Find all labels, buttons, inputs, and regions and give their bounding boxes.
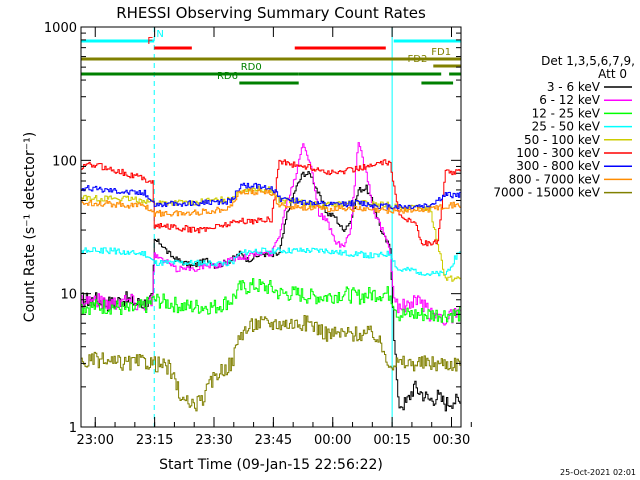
flag-label-fd1: FD1	[431, 47, 451, 58]
x-axis-label: Start Time (09-Jan-15 22:56:22)	[159, 457, 383, 473]
series-line-300-800-kev	[81, 182, 462, 210]
y-tick-label: 1	[69, 421, 77, 436]
flag-label-rd0: RD0	[241, 62, 262, 73]
legend-label-3-6-kev: 3 - 6 keV	[547, 80, 601, 94]
flag-label-n: N	[156, 29, 163, 40]
legend-label-50-100-kev: 50 - 100 keV	[524, 133, 601, 147]
legend-label-100-300-kev: 100 - 300 keV	[516, 146, 600, 160]
x-tick-label: 23:45	[255, 433, 292, 448]
series-line-100-300-kev	[81, 159, 462, 247]
x-tick-label: 00:00	[314, 433, 351, 448]
legend-label-12-25-kev: 12 - 25 keV	[532, 106, 601, 120]
series-line-25-50-kev	[81, 247, 462, 277]
legend-label-800-7000-kev: 800 - 7000 keV	[509, 172, 601, 186]
x-tick-label: 23:15	[136, 433, 173, 448]
y-tick-label: 100	[52, 154, 77, 169]
series-line-6-12-kev	[81, 142, 462, 326]
x-tick-label: 00:30	[433, 433, 470, 448]
series-lines	[81, 142, 462, 412]
legend-label-7000-15000-kev: 7000 - 15000 keV	[493, 186, 600, 200]
y-tick-label: 1000	[44, 21, 77, 36]
footer-timestamp: 25-Oct-2021 02:01	[560, 468, 636, 477]
legend-label-300-800-kev: 300 - 800 keV	[516, 159, 600, 173]
y-axis-label: Count Rate (s⁻¹ detector⁻¹)	[22, 132, 38, 322]
legend-header-line-1: Det 1,3,5,6,7,9,	[541, 54, 635, 68]
legend-header-line-2: Att 0	[598, 67, 627, 81]
x-tick-label: 00:15	[373, 433, 410, 448]
series-line-800-7000-kev	[81, 188, 462, 217]
y-tick-label: 10	[60, 288, 77, 303]
series-line-12-25-kev	[81, 278, 462, 323]
series-line-7000-15000-kev	[81, 315, 462, 412]
axes: 1 10 100 1000 23:00 23:15 23:30 23:45 00:00 00:15…	[44, 21, 472, 448]
flag-label-fd2: FD2	[408, 54, 428, 65]
x-tick-label: 23:00	[77, 433, 114, 448]
legend-label-6-12-kev: 6 - 12 keV	[539, 93, 601, 107]
chart-title: RHESSI Observing Summary Count Rates	[116, 4, 426, 22]
plot-frame	[80, 26, 462, 428]
series-line-50-100-kev	[81, 185, 462, 282]
flag-label-f: F	[147, 36, 153, 47]
flag-label-rd6: RD6	[217, 71, 238, 82]
x-tick-label: 23:30	[195, 433, 232, 448]
legend-label-25-50-kev: 25 - 50 keV	[532, 120, 601, 134]
